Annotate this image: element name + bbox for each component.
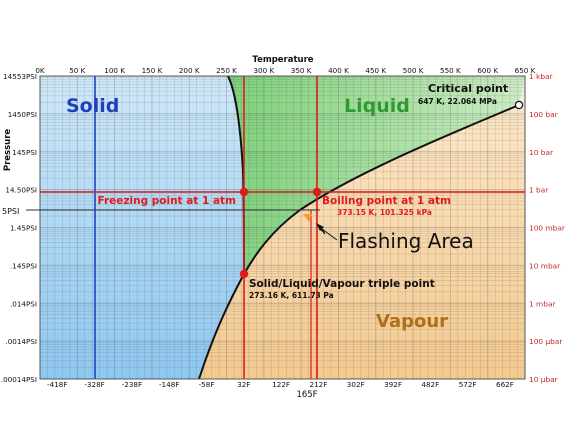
plot-frame: [39, 75, 526, 380]
top-tick-label: 350 K: [291, 66, 312, 75]
top-tick-label: 650 K: [515, 66, 536, 75]
right-tick-label: 10 µbar: [529, 375, 559, 384]
solid-region: [40, 76, 244, 379]
top-tick-label: 600 K: [477, 66, 498, 75]
vapour-region: [199, 100, 525, 379]
bottom-tick-label: -328F: [84, 380, 104, 389]
liquid-label: Liquid: [344, 95, 410, 117]
top-axis-title: Temperature: [252, 55, 313, 65]
triple-point-title: Solid/Liquid/Vapour triple point: [249, 278, 435, 290]
grid-lines: [39, 75, 526, 380]
right-tick-label: 1 kbar: [529, 72, 554, 81]
freezing-point-label: Freezing point at 1 atm: [97, 195, 236, 207]
bottom-tick-label: 392F: [384, 380, 402, 389]
vapour-label: Vapour: [376, 311, 448, 332]
bottom-tick-label: -418F: [47, 380, 67, 389]
top-tick-label: 0K: [35, 66, 45, 75]
freezing-point-marker: [239, 187, 249, 197]
bottom-tick-label: -58F: [199, 380, 215, 389]
liquid-region: [228, 76, 525, 274]
left-tick-label: .145PSI: [10, 261, 37, 270]
bottom-extra-label: 165F: [296, 390, 317, 400]
left-axis-title: Pressure: [3, 129, 13, 172]
right-tick-label: 10 bar: [529, 148, 554, 157]
bottom-tick-label: 32F: [237, 380, 250, 389]
right-tick-label: 100 bar: [529, 110, 559, 119]
left-tick-label: 145PSI: [12, 148, 37, 157]
right-tick-label: 1 bar: [529, 186, 549, 195]
bottom-tick-label: 482F: [421, 380, 439, 389]
left-extra-label: 5PSI: [2, 207, 19, 216]
top-tick-label: 400 K: [328, 66, 349, 75]
triple-point-value: 273.16 K, 611.73 Pa: [249, 291, 334, 300]
top-tick-label: 550 K: [440, 66, 461, 75]
bottom-tick-label: 572F: [459, 380, 477, 389]
boiling-point-marker: [312, 187, 322, 197]
top-tick-labels: 0K 50 K 100 K 150 K 200 K 250 K 300 K 350 K 400 …: [35, 66, 535, 75]
top-tick-label: 300 K: [253, 66, 274, 75]
flashing-arrow-head: [316, 223, 324, 231]
right-tick-labels: 1 kbar 100 bar 10 bar 1 bar 100 mbar 10 mbar 1…: [529, 72, 566, 384]
solid-label: Solid: [66, 95, 119, 117]
left-tick-label: 14.50PSI: [5, 186, 37, 195]
top-tick-label: 50 K: [69, 66, 85, 75]
critical-point-value: 647 K, 22.064 MPa: [418, 97, 497, 106]
top-tick-label: 200 K: [179, 66, 200, 75]
left-tick-label: 1450PSI: [8, 110, 37, 119]
left-tick-label: 14553PSI: [3, 72, 37, 81]
bottom-tick-label: 302F: [347, 380, 365, 389]
flashing-arrow: [317, 225, 338, 241]
bottom-tick-label: 662F: [496, 380, 514, 389]
left-tick-labels: 14553PSI 1450PSI 145PSI 14.50PSI 1.45PSI .145…: [1, 72, 37, 384]
left-tick-label: .014PSI: [10, 299, 37, 308]
bottom-tick-label: -148F: [159, 380, 179, 389]
top-tick-label: 150 K: [142, 66, 163, 75]
flashing-area-label: Flashing Area: [338, 229, 474, 253]
left-tick-label: 1.45PSI: [10, 224, 37, 233]
left-tick-label: .0014PSI: [5, 337, 37, 346]
top-tick-label: 450 K: [365, 66, 386, 75]
bottom-tick-labels: -418F -328F -238F -148F -58F 32F 122F 212F 302F 3…: [47, 380, 514, 389]
right-tick-label: 1 mbar: [529, 299, 556, 308]
critical-point-title: Critical point: [428, 82, 508, 95]
critical-point-marker: [514, 100, 524, 110]
top-tick-label: 500 K: [403, 66, 424, 75]
triple-point-marker: [239, 269, 249, 279]
top-tick-label: 100 K: [104, 66, 125, 75]
bottom-tick-label: 122F: [272, 380, 290, 389]
right-tick-label: 100 mbar: [529, 224, 566, 233]
vaporization-curve: [243, 104, 520, 275]
boiling-point-value: 373.15 K, 101.325 kPa: [337, 208, 432, 217]
sublimation-curve: [198, 273, 245, 380]
left-tick-label: .00014PSI: [1, 375, 37, 384]
top-tick-label: 250 K: [216, 66, 237, 75]
right-tick-label: 100 µbar: [529, 337, 563, 346]
flashing-area-marker: [303, 214, 312, 222]
boiling-point-title: Boiling point at 1 atm: [322, 195, 451, 207]
right-tick-label: 10 mbar: [529, 261, 561, 270]
bottom-tick-label: -238F: [122, 380, 142, 389]
bottom-tick-label: 212F: [309, 380, 327, 389]
